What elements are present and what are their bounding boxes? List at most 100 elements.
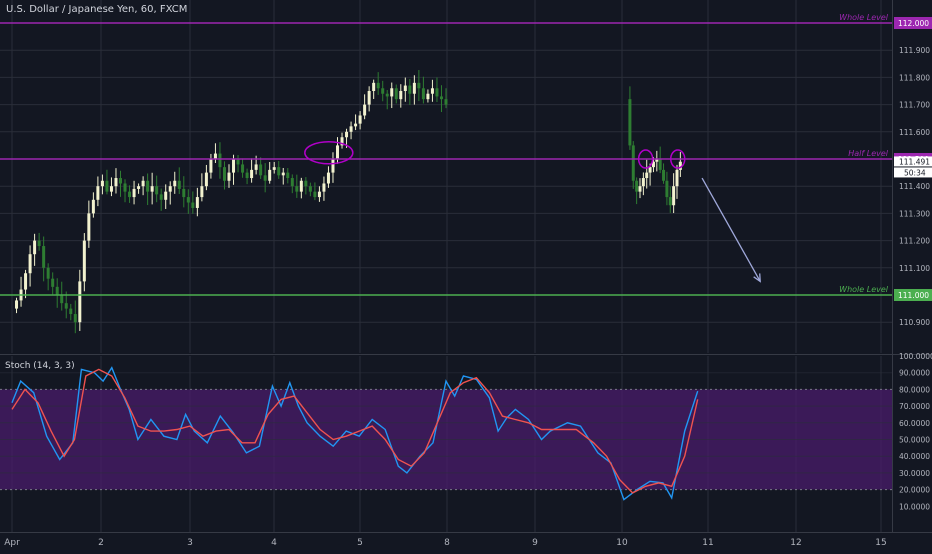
candle-body xyxy=(678,161,682,170)
candle-body xyxy=(182,188,186,198)
candle-body xyxy=(426,93,430,100)
y-tick-label: 111.900 xyxy=(899,46,930,55)
candle-body xyxy=(33,240,37,255)
candle-body xyxy=(635,180,639,192)
stoch-k-line xyxy=(11,366,699,501)
candle-body xyxy=(412,82,416,94)
y-tick-label: 111.800 xyxy=(899,73,930,82)
candle-body xyxy=(655,159,659,162)
candle-body xyxy=(78,281,82,323)
stoch-y-tick-label: 50.0000 xyxy=(899,436,930,445)
candle-body xyxy=(322,183,326,192)
candle-body xyxy=(668,197,672,206)
candle-body xyxy=(421,88,425,100)
x-tick-label: Apr xyxy=(4,538,20,548)
y-tick-label: 111.600 xyxy=(899,128,930,137)
candle-body xyxy=(109,186,113,192)
candle-body xyxy=(358,115,362,124)
current-price-tag xyxy=(894,156,932,167)
candle-body xyxy=(651,161,655,168)
candle-body xyxy=(232,159,236,173)
candle-body xyxy=(363,104,367,116)
candle-body xyxy=(100,180,104,187)
candle-body xyxy=(254,164,258,170)
stoch-y-tick-label: 100.0000 xyxy=(899,352,932,361)
candle-body xyxy=(123,183,127,192)
x-tick-label: 5 xyxy=(357,538,363,548)
candle-body xyxy=(308,186,312,192)
x-tick-label: 11 xyxy=(702,538,713,548)
x-tick-label: 15 xyxy=(875,538,886,548)
countdown-tag xyxy=(894,167,932,178)
stoch-d-line xyxy=(11,368,699,494)
candle-body xyxy=(435,88,439,97)
y-tick-label: 111.100 xyxy=(899,264,930,273)
candle-body xyxy=(51,278,55,287)
forecast-arrow-shaft xyxy=(701,177,761,282)
candle-body xyxy=(648,167,652,173)
candle-body xyxy=(209,159,213,173)
symbol-title: U.S. Dollar / Japanese Yen, 60, FXCM xyxy=(6,4,188,15)
candle-body xyxy=(195,197,199,208)
stoch-y-tick-label: 40.0000 xyxy=(899,452,930,461)
candle-body xyxy=(137,186,141,189)
circled-annotation xyxy=(637,149,654,169)
candle-body xyxy=(69,308,73,315)
candle-body xyxy=(665,180,669,198)
candle-body xyxy=(213,153,217,159)
candle-body xyxy=(340,137,344,146)
forecast-arrow-head xyxy=(753,273,761,283)
stoch-y-tick-label: 70.0000 xyxy=(899,402,930,411)
whole-level-top-price-tag xyxy=(894,17,932,29)
candle-body xyxy=(417,82,421,89)
candle-body xyxy=(317,191,321,198)
candle-body xyxy=(263,175,267,181)
candle-body xyxy=(367,91,371,105)
candle-body xyxy=(241,164,245,173)
candle-body xyxy=(91,199,95,214)
candle-body xyxy=(349,126,353,132)
candle-body xyxy=(28,254,32,274)
half-level-text: Half Level xyxy=(848,149,889,158)
candle-body xyxy=(403,85,407,91)
candle-body xyxy=(42,246,46,268)
x-tick-label: 2 xyxy=(98,538,104,548)
candle-body xyxy=(150,186,154,192)
whole-level-top-text: Whole Level xyxy=(839,13,889,22)
candle-body xyxy=(200,186,204,198)
candle-body xyxy=(73,314,77,323)
candle-body xyxy=(87,213,91,241)
candle-body xyxy=(177,180,181,189)
candle-body xyxy=(119,178,122,184)
candle-body xyxy=(55,286,59,295)
candle-body xyxy=(250,169,254,179)
whole-level-bottom-price-tag xyxy=(894,289,932,301)
candle-body xyxy=(37,240,41,247)
y-tick-label: 111.200 xyxy=(899,237,930,246)
candle-body xyxy=(662,169,666,181)
candle-body xyxy=(191,202,195,208)
candle-body xyxy=(304,180,308,187)
candle-body xyxy=(272,167,276,170)
candle-body xyxy=(299,180,303,192)
candle-body xyxy=(628,99,632,146)
candle-body xyxy=(658,159,662,170)
candle-body xyxy=(326,172,330,184)
candle-body xyxy=(390,88,394,97)
stoch-y-tick-label: 20.0000 xyxy=(899,486,930,495)
candle-body xyxy=(394,88,398,100)
candle-body xyxy=(277,167,281,176)
x-tick-label: 8 xyxy=(444,538,450,548)
x-tick-label: 10 xyxy=(616,538,628,548)
candle-body xyxy=(439,96,443,100)
candle-body xyxy=(82,240,86,282)
candle-body xyxy=(631,145,635,181)
candle-body xyxy=(295,186,299,192)
candle-body xyxy=(281,172,285,176)
candle-body xyxy=(399,91,403,100)
candle-body xyxy=(408,85,412,94)
circled-annotation xyxy=(670,149,686,169)
candle-body xyxy=(24,273,28,290)
